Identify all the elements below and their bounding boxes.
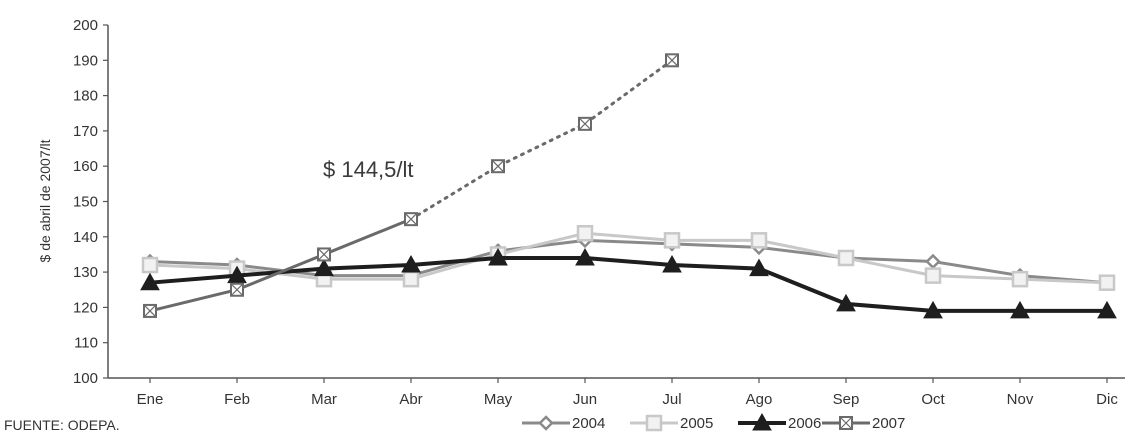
x-tick-label: Oct: [921, 391, 945, 408]
data-point: [1098, 274, 1116, 291]
y-tick-label: 170: [73, 123, 98, 140]
x-tick-label: Ene: [137, 391, 164, 408]
y-tick-label: 180: [73, 88, 98, 105]
data-point: [230, 282, 244, 297]
data-point: [491, 159, 505, 174]
y-tick-label: 130: [73, 264, 98, 281]
data-point: [1011, 270, 1029, 288]
annotation-label: $ 144,5/lt: [323, 157, 414, 182]
y-tick-label: 150: [73, 194, 98, 211]
legend-item: 2004: [522, 415, 605, 432]
data-point: [1097, 300, 1117, 319]
x-tick-label: Jul: [662, 391, 681, 408]
series-line: [149, 255, 1107, 313]
legend-swatch-marker: [839, 416, 853, 430]
legend-item: 2007: [822, 415, 905, 432]
data-point: [749, 258, 769, 277]
series-2006: [140, 247, 1117, 319]
data-point: [143, 303, 157, 318]
data-point: [140, 272, 160, 291]
y-tick-label: 140: [73, 229, 98, 246]
y-tick-label: 120: [73, 299, 98, 316]
data-point: [662, 255, 682, 273]
data-point: [1010, 300, 1030, 319]
y-tick-label: 200: [73, 17, 98, 34]
x-axis: Ene Feb Mar Abr May Jun Jul Ago Sep Oct Nov Dic: [108, 377, 1125, 408]
y-tick-label: 190: [73, 52, 98, 69]
data-point: [488, 247, 508, 266]
legend: 2004 2005 2006 2007: [522, 412, 905, 432]
series-line: [149, 238, 1108, 285]
legend-label: 2007: [872, 415, 905, 432]
legend-item: 2006: [738, 412, 821, 432]
data-point: [317, 247, 331, 262]
series-line-solid: [149, 217, 412, 313]
data-point: [314, 258, 334, 277]
x-tick-label: Ago: [746, 391, 773, 408]
data-point: [924, 267, 942, 284]
series-2005: [141, 225, 1116, 291]
data-point: [227, 265, 247, 284]
x-tick-label: Feb: [224, 391, 250, 408]
data-point: [663, 232, 681, 249]
data-point: [141, 256, 159, 274]
x-tick-label: Abr: [399, 391, 422, 408]
data-point: [402, 270, 420, 288]
data-point: [401, 255, 421, 273]
x-tick-label: May: [484, 391, 513, 408]
series-line-projected: [409, 58, 674, 221]
series-line: [149, 231, 1108, 285]
data-point: [404, 212, 418, 227]
legend-label: 2006: [788, 415, 821, 432]
legend-swatch-marker: [645, 414, 663, 432]
data-point: [923, 300, 943, 319]
y-tick-label: 100: [73, 370, 98, 387]
data-point: [836, 293, 856, 312]
y-tick-label: 110: [74, 335, 98, 352]
series-2007: [143, 53, 679, 318]
x-tick-label: Jun: [573, 391, 597, 408]
legend-swatch-marker: [752, 412, 772, 431]
data-point: [575, 247, 595, 266]
source-note: FUENTE: ODEPA.: [4, 417, 120, 433]
data-point: [578, 116, 592, 131]
x-tick-label: Sep: [833, 391, 860, 408]
y-axis-title: $ de abril de 2007/lt: [37, 139, 53, 262]
y-axis: 100 110 120 130 140 150 160 170 180 190 200: [73, 17, 109, 387]
x-tick-label: Nov: [1007, 391, 1034, 408]
legend-item: 2005: [630, 414, 713, 432]
y-tick-label: 160: [73, 158, 98, 175]
data-point: [837, 249, 855, 267]
data-point: [665, 53, 679, 68]
legend-label: 2005: [680, 415, 713, 432]
series-layer: [140, 53, 1117, 319]
data-point: [750, 232, 768, 249]
legend-swatch-marker: [538, 415, 554, 431]
x-tick-label: Mar: [311, 391, 337, 408]
data-point: [576, 225, 594, 242]
x-tick-label: Dic: [1096, 391, 1118, 408]
legend-label: 2004: [572, 415, 605, 432]
data-point: [925, 253, 941, 270]
